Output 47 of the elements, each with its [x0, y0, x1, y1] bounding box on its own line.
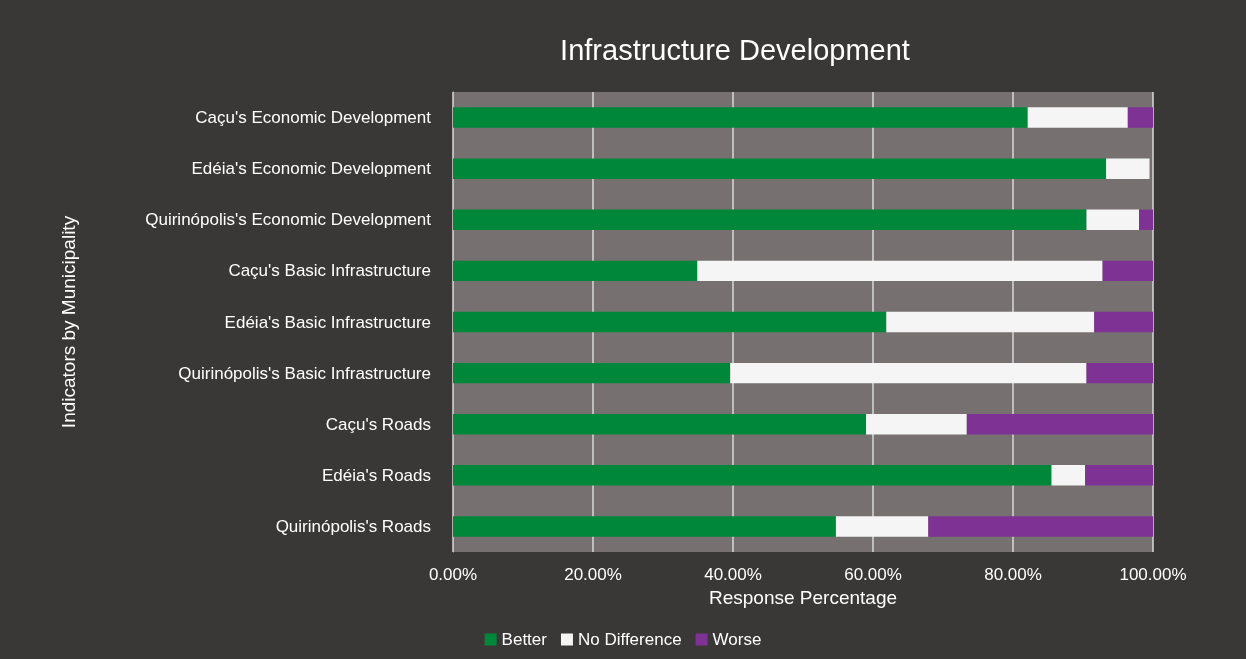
bar — [453, 414, 866, 435]
bar — [1085, 465, 1153, 486]
y-tick-label: Quirinópolis's Roads — [275, 516, 431, 536]
bar — [928, 516, 1153, 537]
bar — [697, 260, 1103, 282]
y-tick-label: Edéia's Basic Infrastructure — [224, 312, 431, 332]
y-tick-label: Caçu's Roads — [325, 414, 431, 434]
bar — [730, 362, 1087, 384]
y-tick-label: Quirinópolis's Economic Development — [145, 210, 432, 230]
x-tick-label: 20.00% — [564, 565, 622, 584]
x-tick-label: 40.00% — [704, 565, 762, 584]
y-tick-label: Edéia's Roads — [321, 465, 431, 485]
bar — [1106, 158, 1150, 179]
y-tick-label: Caçu's Economic Development — [195, 108, 432, 128]
bar — [453, 516, 836, 537]
bar — [453, 362, 731, 384]
x-axis-title: Response Percentage — [708, 586, 898, 608]
bar — [453, 260, 698, 282]
bar — [453, 107, 1028, 128]
bar — [453, 465, 1052, 486]
bar — [886, 311, 1095, 333]
bar — [1102, 260, 1153, 282]
bar — [453, 311, 887, 333]
bar — [1127, 107, 1153, 128]
y-tick-label: Edéia's Economic Development — [191, 159, 432, 179]
bar — [1027, 107, 1128, 128]
bar — [1086, 362, 1153, 384]
bar — [835, 516, 929, 537]
legend-label: Better — [501, 630, 548, 649]
bar — [866, 414, 967, 435]
y-axis-title: Indicators by Municipality — [58, 215, 79, 429]
bar — [1094, 311, 1153, 333]
bar — [966, 414, 1153, 435]
x-tick-label: 0.00% — [428, 565, 478, 584]
legend-label: No Difference — [577, 630, 682, 649]
bar — [1051, 465, 1086, 486]
x-tick-label: 80.00% — [984, 565, 1042, 584]
y-tick-label: Caçu's Basic Infrastructure — [228, 261, 431, 281]
y-tick-label: Quirinópolis's Basic Infrastructure — [178, 363, 431, 383]
x-tick-label: 60.00% — [844, 565, 902, 584]
bar — [453, 209, 1087, 230]
legend-label: Worse — [712, 630, 762, 649]
bar — [1086, 209, 1139, 230]
bar — [453, 158, 1107, 179]
x-tick-label: 100.00% — [1119, 565, 1187, 584]
chart-title: Infrastructure Development — [560, 33, 910, 66]
bar — [1139, 209, 1153, 230]
